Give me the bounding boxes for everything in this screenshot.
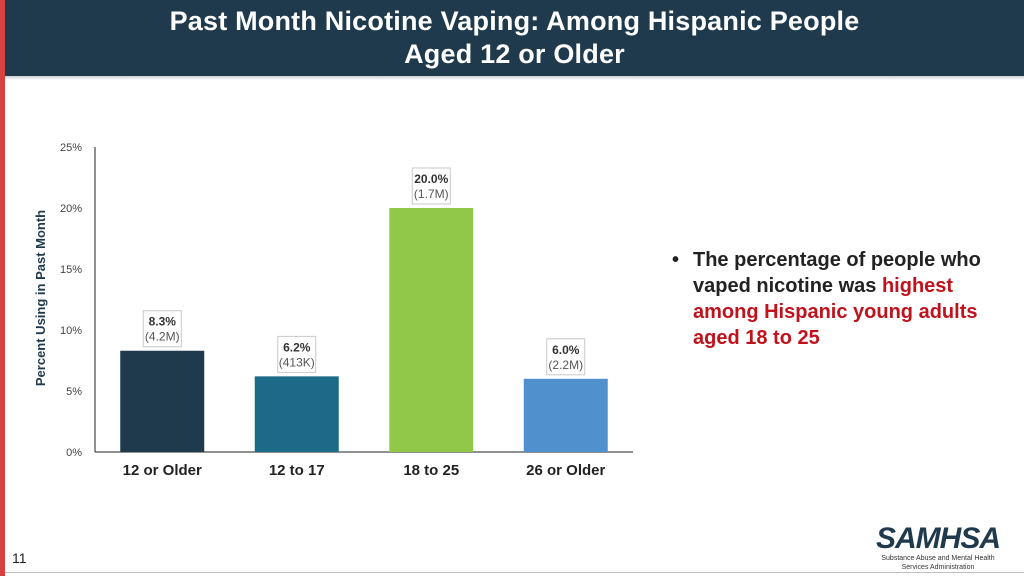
page-title-line2: Aged 12 or Older bbox=[404, 39, 625, 69]
y-tick-label: 10% bbox=[60, 325, 82, 337]
bullet-text-plain: The percentage of people who vaped nicot… bbox=[693, 249, 981, 297]
bar bbox=[389, 208, 474, 452]
x-tick-label: 12 or Older bbox=[123, 462, 202, 479]
data-label-count: (1.7M) bbox=[414, 187, 449, 201]
y-tick-label: 25% bbox=[60, 142, 82, 154]
data-label-count: (413K) bbox=[279, 355, 315, 369]
bullet-text: The percentage of people who vaped nicot… bbox=[693, 247, 1002, 351]
logo-subtitle-line2: Services Administration bbox=[901, 564, 975, 571]
bullet-text-highlight: highest among Hispanic young adults aged… bbox=[693, 275, 978, 349]
bar bbox=[523, 378, 608, 452]
data-label-value: 8.3% bbox=[149, 315, 177, 329]
bullet-dot: • bbox=[672, 249, 680, 271]
x-tick-label: 18 to 25 bbox=[403, 462, 459, 479]
data-label-value: 20.0% bbox=[414, 172, 448, 186]
bar bbox=[120, 350, 205, 452]
y-tick-label: 5% bbox=[66, 386, 82, 398]
header-shadow bbox=[5, 76, 1024, 80]
y-tick-label: 20% bbox=[60, 203, 82, 215]
data-label-box bbox=[411, 167, 451, 205]
data-label-box bbox=[277, 335, 317, 373]
x-tick-label: 12 to 17 bbox=[269, 462, 325, 479]
bar-chart: 0% 5% 10% 15% 20% 25% Percent Using in Past Mo… bbox=[33, 142, 633, 479]
logo-subtitle-line1: Substance Abuse and Mental Health bbox=[881, 555, 995, 562]
samhsa-logo: SAMHSA Substance Abuse and Mental Health… bbox=[868, 524, 1008, 572]
y-tick-label: 15% bbox=[60, 264, 82, 276]
data-label-box bbox=[142, 310, 182, 348]
y-axis-label: Percent Using in Past Month bbox=[33, 210, 48, 386]
footer-divider bbox=[5, 572, 1024, 573]
page-number: 11 bbox=[12, 550, 27, 566]
x-tick-label: 26 or Older bbox=[526, 462, 605, 479]
data-label-value: 6.2% bbox=[283, 340, 311, 354]
page-title-line1: Past Month Nicotine Vaping: Among Hispan… bbox=[169, 6, 860, 36]
logo-wordmark: SAMHSA bbox=[875, 522, 1001, 555]
slide-header: Past Month Nicotine Vaping: Among Hispan… bbox=[5, 0, 1024, 76]
data-label-count: (2.2M) bbox=[548, 358, 583, 372]
left-accent-bar bbox=[0, 0, 5, 576]
data-label-box bbox=[546, 338, 586, 376]
data-label-count: (4.2M) bbox=[145, 330, 180, 344]
data-label-value: 6.0% bbox=[552, 343, 580, 357]
y-tick-label: 0% bbox=[66, 447, 82, 459]
bar bbox=[254, 376, 339, 452]
bullet-point: • The percentage of people who vaped nic… bbox=[672, 247, 1002, 351]
